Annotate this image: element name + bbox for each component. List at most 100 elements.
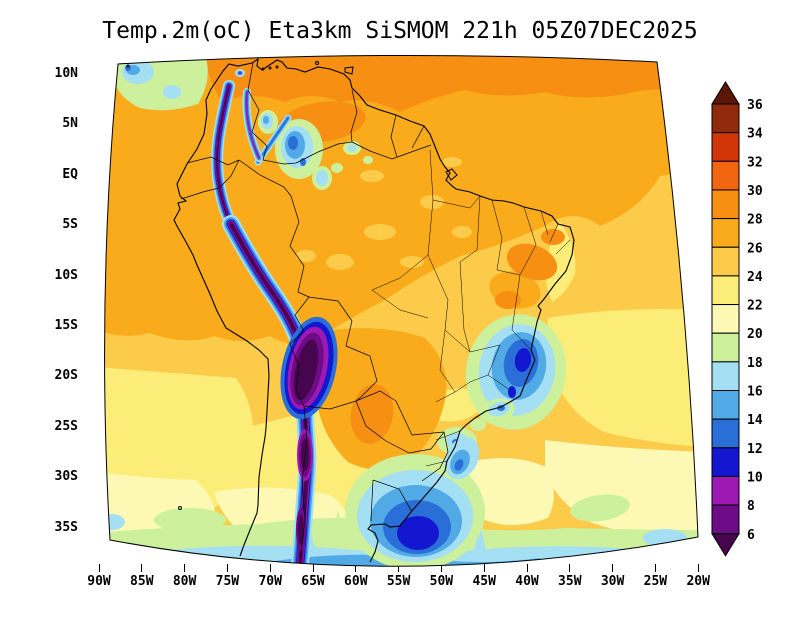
map-shape: [397, 516, 439, 550]
southern-cold-pool: [345, 436, 485, 567]
colorbar-segment: [711, 132, 740, 162]
colorbar-segment: [711, 447, 740, 477]
coastline: [173, 57, 575, 563]
map-shape: [154, 508, 226, 532]
map-shape: [474, 524, 486, 550]
map-shape: [344, 66, 354, 75]
map-shape: [570, 494, 630, 522]
map-shape: [508, 386, 516, 398]
lat-label: 5S: [62, 217, 78, 233]
colorbar-tick-label: 36: [747, 98, 763, 113]
colorbar-segment: [711, 160, 740, 191]
map-shape: [178, 506, 182, 510]
colorbar-tick-label: 8: [747, 499, 755, 514]
map-shape: [296, 250, 316, 262]
colorbar-segment: [711, 332, 740, 363]
warm-north-region: [104, 55, 699, 470]
colorbar-tick-label: 26: [747, 241, 763, 256]
colorbar-tick-label: 28: [747, 213, 763, 228]
map-shape: [514, 348, 532, 372]
lat-label: 30S: [54, 469, 78, 485]
colorbar-tick-label: 24: [747, 270, 763, 285]
domain-outline: [104, 54, 699, 567]
colorbar-tick-label: 30: [747, 184, 763, 199]
guiana-highland-patches: [331, 141, 373, 173]
colorbar-segment: [711, 304, 740, 334]
lat-label: 20S: [54, 368, 78, 384]
chart-title: Temp.2m(oC) Eta3km SiSMOM 221h 05Z07DEC2…: [102, 18, 698, 44]
map-shape: [257, 117, 289, 163]
map-shape: [467, 458, 554, 525]
map-shape: [275, 65, 279, 69]
gold-specks: [296, 157, 472, 270]
map-shape: [442, 157, 462, 167]
colorbar-segment: [711, 475, 740, 506]
map-shape: [316, 170, 328, 186]
map-shape: [363, 156, 373, 164]
map-shape: [263, 116, 269, 124]
map-shape: [506, 243, 558, 281]
lat-label: 15S: [54, 318, 78, 333]
map-shape: [330, 510, 346, 545]
map-shape: [315, 61, 319, 65]
lat-label: EQ: [62, 166, 78, 182]
lat-label: 10S: [54, 267, 78, 283]
temperature-field: [104, 55, 699, 567]
map-shape: [347, 144, 357, 152]
colorbar-segment: [711, 103, 740, 134]
map-shape: [268, 66, 272, 70]
colorbar-tick-label: 20: [747, 327, 763, 342]
map-shape: [400, 256, 424, 268]
colorbar-tick-label: 16: [747, 385, 763, 400]
map-shape: [326, 254, 354, 270]
map-shape: [420, 195, 444, 209]
colorbar-tick-label: 18: [747, 356, 763, 371]
map-shape: [364, 224, 396, 240]
map-shape: [216, 85, 233, 227]
colorbar-segment: [711, 81, 740, 105]
map-shape: [126, 64, 130, 68]
map-shape: [470, 419, 486, 431]
colorbar-segment: [711, 533, 740, 557]
map-shape: [445, 168, 458, 181]
map-shape: [163, 85, 181, 99]
lat-label: 25S: [54, 418, 78, 434]
colorbar-segment: [711, 275, 740, 306]
colorbar-tick-label: 34: [747, 127, 763, 142]
map-shape: [288, 136, 298, 150]
colorbar-segment: [711, 218, 740, 248]
colorbar-tick-label: 6: [747, 528, 755, 543]
map-shape: [261, 67, 265, 71]
country-borders: [180, 62, 449, 559]
map-shape: [104, 55, 699, 344]
colorbar-segment: [711, 418, 740, 449]
lat-label: 5N: [62, 116, 78, 132]
lat-label: 10N: [54, 66, 78, 81]
colorbar-segment: [711, 189, 740, 220]
colorbar-tick-label: 10: [747, 470, 763, 485]
altiplano-cold-core: [280, 316, 338, 552]
map-shape: [125, 65, 131, 71]
map-shape: [547, 309, 699, 448]
map-shape: [495, 291, 521, 309]
colorbar-segment: [711, 246, 740, 277]
colorbar-segment: [711, 390, 740, 420]
colorbar-segment: [711, 361, 740, 392]
map-shape: [454, 459, 464, 471]
northwest-corner-cool-patches: [112, 55, 208, 111]
map-shape: [452, 226, 472, 238]
lat-label: 35S: [54, 519, 78, 535]
colorbar-segment: [711, 504, 740, 535]
map-shape: [331, 163, 343, 173]
map-shape: [360, 170, 384, 182]
colorbar-tick-label: 12: [747, 442, 763, 457]
colorbar-tick-label: 14: [747, 413, 763, 428]
map-shape: [293, 339, 319, 401]
colorbar-tick-label: 22: [747, 299, 763, 314]
lat-axis: 10N 5N EQ 5S 10S 15S 20S 25S 30S 35S: [0, 0, 80, 618]
northern-andes-cold-patches: [235, 69, 332, 190]
state-borders: [371, 149, 571, 467]
